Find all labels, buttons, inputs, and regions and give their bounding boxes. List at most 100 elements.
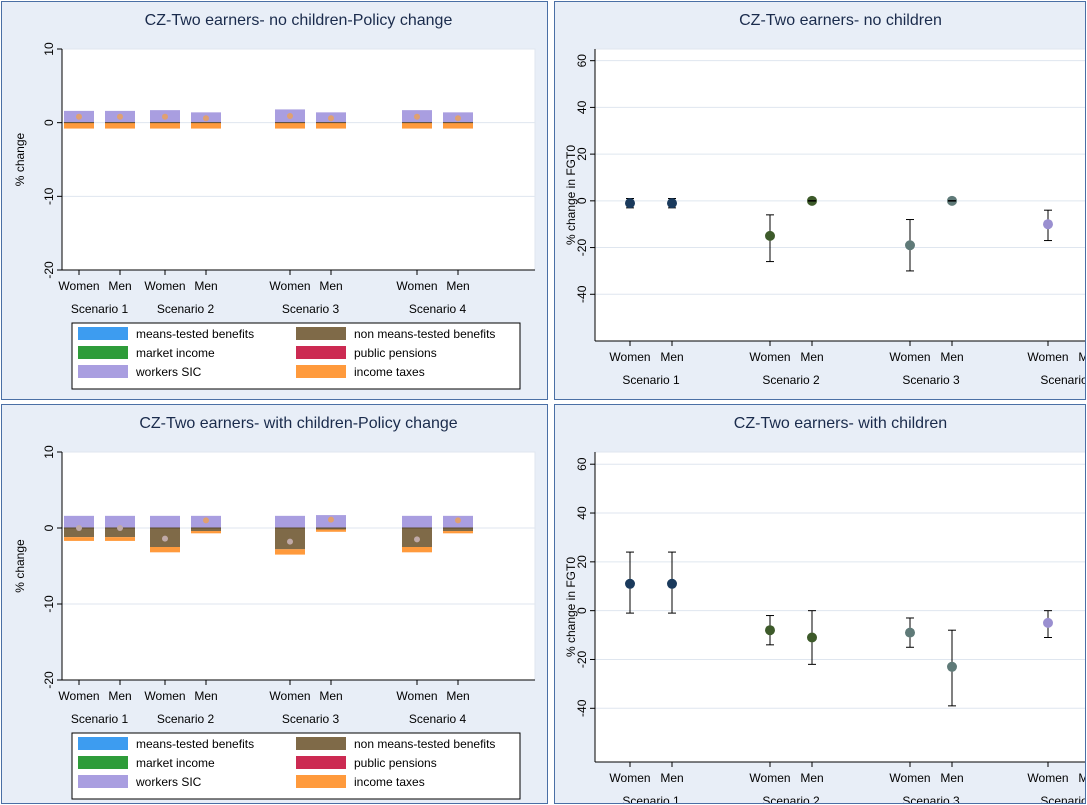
y-axis-label: % change: [13, 132, 27, 186]
data-point: [905, 240, 915, 251]
bar-segment: [191, 531, 221, 534]
total-marker: [414, 536, 420, 543]
x-group-label: Scenario 3: [282, 302, 340, 316]
x-category-label: Women: [749, 771, 790, 785]
total-marker: [162, 113, 168, 120]
x-category-label: Men: [800, 771, 823, 785]
chart-panel-no-children-policy: CZ-Two earners- no children-Policy chang…: [1, 1, 548, 400]
bar-segment: [275, 549, 305, 555]
data-point: [905, 627, 915, 638]
data-point: [667, 198, 677, 209]
data-point: [807, 632, 817, 643]
x-group-label: Scenario 4: [409, 712, 467, 726]
y-tick-label: 40: [575, 100, 589, 114]
x-category-label: Women: [749, 350, 790, 364]
chart-svg: CZ-Two earners- with children-Policy cha…: [13, 415, 536, 800]
y-tick-label: -20: [42, 671, 56, 689]
x-group-label: Scenario 4: [1040, 794, 1085, 803]
legend-label: means-tested benefits: [136, 737, 254, 751]
x-group-label: Scenario 2: [762, 794, 820, 803]
legend-swatch: [78, 365, 128, 378]
x-category-label: Women: [58, 279, 99, 293]
y-axis-label: % change: [13, 539, 27, 593]
data-point: [667, 578, 677, 589]
bar-segment: [443, 122, 473, 129]
y-tick-label: -20: [575, 239, 589, 257]
legend-swatch: [296, 775, 346, 788]
total-marker: [328, 115, 334, 122]
data-point: [765, 230, 775, 241]
y-axis-label: % change in FGT0: [564, 145, 578, 245]
legend-label: income taxes: [354, 775, 425, 789]
chart-svg: CZ-Two earners- no children 60 40 20 0 -20 -40…: [564, 12, 1085, 387]
x-group-label: Scenario 2: [157, 712, 215, 726]
legend-label: non means-tested benefits: [354, 327, 495, 341]
total-marker: [414, 113, 420, 120]
x-category-label: Men: [940, 350, 963, 364]
bar-segment: [150, 515, 180, 528]
y-tick-label: 0: [575, 197, 589, 204]
x-category-label: Women: [396, 689, 437, 703]
legend-swatch: [78, 327, 128, 340]
y-tick-label: -40: [575, 285, 589, 303]
y-tick-label: 20: [575, 147, 589, 161]
x-group-label: Scenario 1: [622, 373, 680, 387]
total-marker: [117, 525, 123, 531]
y-tick-label: -20: [42, 261, 56, 279]
total-marker: [76, 113, 82, 120]
x-group-label: Scenario 1: [622, 794, 680, 803]
bar-segment: [105, 537, 135, 541]
data-point: [1043, 617, 1053, 628]
x-category-label: Men: [800, 350, 823, 364]
total-marker: [455, 517, 461, 524]
bar-segment: [402, 547, 432, 553]
chart-panel-with-children-fgt0: CZ-Two earners- with children 60 40 20 0 -20 -…: [554, 404, 1086, 804]
x-category-label: Women: [144, 279, 185, 293]
x-category-label: Men: [1078, 350, 1085, 364]
bar-segment: [64, 122, 94, 129]
bar-segment: [64, 515, 94, 528]
x-category-label: Men: [1078, 771, 1085, 785]
x-category-label: Men: [319, 689, 342, 703]
y-tick-label: 60: [575, 54, 589, 68]
x-group-label: Scenario 3: [902, 373, 960, 387]
legend-swatch: [78, 756, 128, 769]
x-group-label: Scenario 2: [762, 373, 820, 387]
data-point: [625, 198, 635, 209]
y-tick-label: 40: [575, 506, 589, 520]
data-point: [765, 625, 775, 636]
y-tick-label: 20: [575, 555, 589, 569]
x-category-label: Women: [1027, 350, 1068, 364]
chart-title: CZ-Two earners- with children-Policy cha…: [139, 415, 457, 432]
legend-swatch: [296, 346, 346, 359]
bar-segment: [64, 528, 94, 538]
y-tick-label: 0: [42, 524, 56, 531]
data-point: [625, 578, 635, 589]
legend-swatch: [296, 756, 346, 769]
x-category-label: Men: [194, 689, 217, 703]
bar-segment: [275, 528, 305, 550]
legend-label: workers SIC: [135, 365, 202, 379]
total-marker: [455, 115, 461, 122]
x-group-label: Scenario 4: [409, 302, 467, 316]
chart-svg: CZ-Two earners- no children-Policy chang…: [13, 12, 536, 390]
y-tick-label: 0: [575, 607, 589, 614]
bar-segment: [316, 529, 346, 532]
y-tick-label: -20: [575, 650, 589, 668]
total-marker: [328, 516, 334, 523]
bar-segment: [105, 122, 135, 129]
chart-panel-no-children-fgt0: CZ-Two earners- no children 60 40 20 0 -20 -40…: [554, 1, 1086, 400]
bar-segment: [105, 528, 135, 538]
chart-svg: CZ-Two earners- with children 60 40 20 0 -20 -…: [564, 415, 1085, 803]
y-tick-label: 60: [575, 457, 589, 471]
total-marker: [287, 113, 293, 120]
chart-title: CZ-Two earners- no children: [739, 12, 942, 29]
x-category-label: Women: [269, 279, 310, 293]
x-category-label: Women: [269, 689, 310, 703]
total-marker: [76, 525, 82, 531]
legend-swatch: [296, 327, 346, 340]
y-tick-label: -40: [575, 699, 589, 717]
x-group-label: Scenario 3: [902, 794, 960, 803]
legend-label: public pensions: [354, 346, 437, 360]
bar-segment: [105, 515, 135, 528]
